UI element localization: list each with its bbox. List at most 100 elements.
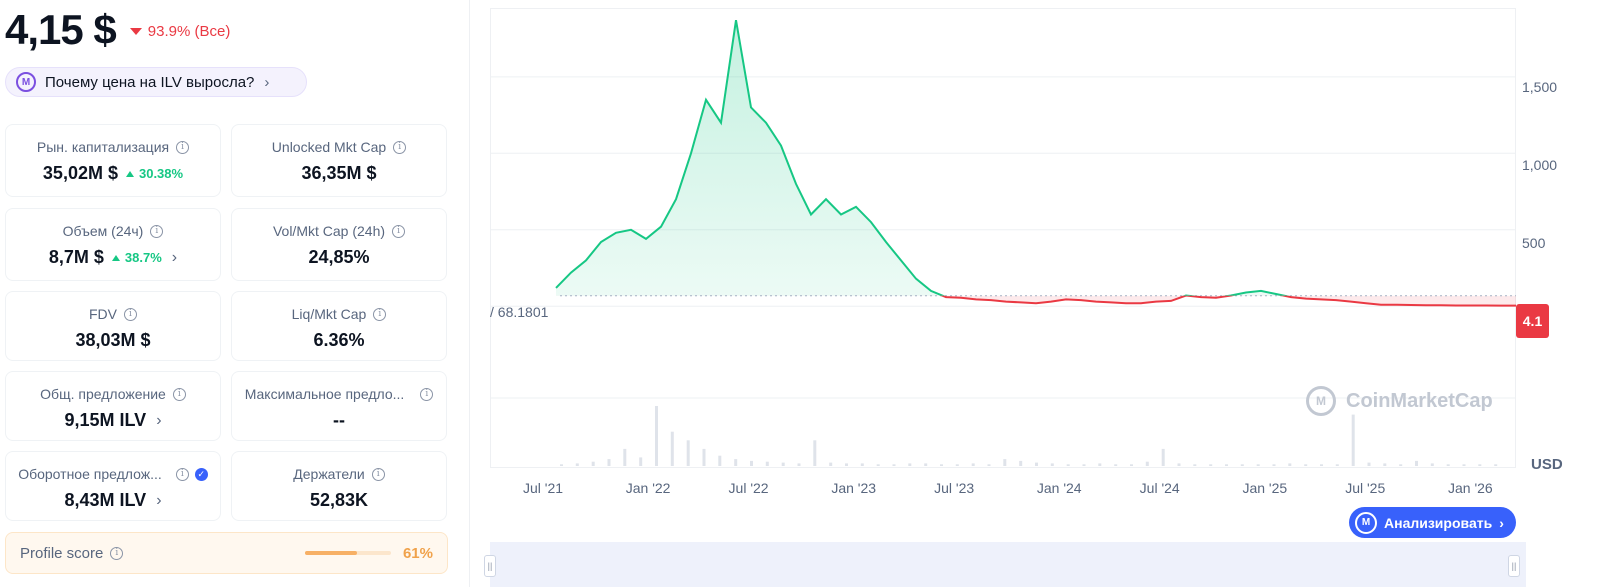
info-icon[interactable]: i — [371, 467, 385, 481]
volume-bar — [1050, 463, 1054, 466]
stat-total-supply[interactable]: Общ. предложение i 9,15M ILV › — [5, 371, 221, 441]
stat-change: 30.38% — [125, 166, 184, 181]
volume-bar — [1415, 460, 1418, 466]
info-icon[interactable]: i — [373, 307, 387, 321]
volume-bar — [1335, 464, 1339, 466]
info-icon[interactable]: i — [176, 140, 190, 154]
chevron-right-icon[interactable]: › — [156, 491, 162, 509]
info-icon[interactable]: i — [392, 224, 406, 238]
price-area-above — [556, 20, 1285, 296]
info-icon[interactable]: i — [393, 140, 407, 154]
volume-bar — [575, 463, 579, 466]
navigator-left-handle[interactable]: || — [484, 555, 496, 577]
volume-bar — [1256, 464, 1260, 466]
coinmarketcap-watermark: M CoinMarketCap — [1306, 386, 1493, 416]
stat-label: Vol/Mkt Cap (24h) — [272, 223, 386, 239]
volume-bar — [781, 462, 785, 466]
stat-label: Максимальное предло... — [244, 386, 405, 402]
stat-label: FDV — [89, 306, 117, 322]
volume-bar — [1240, 464, 1244, 466]
volume-bar — [1383, 463, 1387, 466]
stat-value: 6.36% — [313, 330, 365, 350]
info-icon[interactable]: i — [172, 387, 186, 401]
y-tick-label: 500 — [1522, 235, 1546, 251]
chart-navigator[interactable] — [490, 542, 1526, 587]
why-price-button[interactable]: M Почему цена на ILV выросла? › — [5, 67, 307, 97]
volume-bar — [1272, 464, 1276, 466]
navigator-right-handle[interactable]: || — [1508, 555, 1520, 577]
volume-bar — [876, 464, 880, 466]
volume-bar — [829, 462, 833, 466]
volume-bar — [639, 457, 643, 466]
stat-unlocked-mkt-cap: Unlocked Mkt Cap i 36,35M $ — [231, 124, 447, 197]
x-tick-label: Jul '22 — [728, 480, 769, 496]
info-icon[interactable]: i — [150, 224, 164, 238]
volume-bar — [607, 459, 611, 466]
chevron-right-icon[interactable]: › — [156, 411, 162, 429]
chevron-right-icon: › — [264, 73, 270, 91]
info-icon[interactable]: i — [420, 387, 434, 401]
volume-bar — [1145, 461, 1149, 466]
ai-sparkle-icon: M — [16, 72, 36, 92]
volume-bar — [924, 463, 928, 466]
stat-vol-mkt-cap: Vol/Mkt Cap (24h) i 24,85% — [231, 208, 447, 281]
volume-bar — [1304, 464, 1308, 466]
current-price: 4,15 $ — [5, 6, 117, 53]
stat-label: Общ. предложение — [40, 386, 166, 402]
x-tick-label: Jan '25 — [1242, 480, 1288, 496]
volume-bar — [1320, 464, 1323, 466]
volume-bar — [987, 464, 991, 466]
volume-bar — [1114, 464, 1118, 466]
chevron-right-icon: › — [1499, 514, 1504, 531]
volume-bar — [971, 463, 975, 466]
price-change: 93.9% (Все) — [129, 22, 231, 40]
stat-holders: Держатели i 52,83K — [231, 451, 447, 521]
info-icon[interactable]: i — [124, 307, 137, 321]
stat-label: Оборотное предлож... — [18, 466, 162, 482]
x-tick-label: Jan '23 — [831, 480, 877, 496]
stat-change-value: 30.38% — [138, 166, 184, 181]
analyze-button[interactable]: M Анализировать › — [1349, 507, 1516, 538]
stat-value: 52,83K — [309, 490, 369, 510]
stat-value: 9,15M ILV — [64, 410, 147, 430]
coinmarketcap-logo-icon: M — [1306, 386, 1336, 416]
volume-bar — [623, 448, 627, 466]
volume-bar — [1494, 464, 1498, 466]
stat-fdv: FDV i 38,03M $ — [5, 291, 221, 361]
x-tick-label: Jul '23 — [934, 480, 975, 496]
price-chart[interactable] — [490, 8, 1516, 468]
volume-bar — [1019, 460, 1023, 466]
volume-bar — [1478, 464, 1482, 466]
price-area-below — [556, 295, 1516, 306]
stat-value: 36,35M $ — [301, 163, 377, 183]
volume-bar — [797, 463, 801, 466]
volume-bar — [1066, 464, 1070, 466]
volume-bar — [1367, 462, 1371, 466]
price-change-value: 93.9% (Все) — [147, 22, 231, 40]
volume-bar — [813, 440, 817, 466]
volume-bar — [702, 448, 706, 466]
stat-value: 8,7M $ — [48, 247, 104, 267]
volume-bar — [1193, 464, 1197, 466]
triangle-up-icon — [111, 254, 120, 261]
profile-score-label: Profile score — [20, 544, 104, 562]
x-tick-label: Jul '24 — [1139, 480, 1180, 496]
chevron-right-icon[interactable]: › — [171, 248, 178, 266]
info-icon[interactable]: i — [175, 467, 189, 481]
stat-liq-mkt-cap: Liq/Mkt Cap i 6.36% — [231, 291, 447, 361]
stat-value: 35,02M $ — [42, 163, 118, 183]
stat-change: 38.7% — [111, 250, 162, 265]
verified-check-icon: ✓ — [194, 467, 208, 481]
x-tick-label: Jan '26 — [1448, 480, 1493, 496]
stat-change-value: 38.7% — [124, 250, 162, 265]
volume-bar — [1177, 463, 1181, 466]
profile-score[interactable]: Profile score i 61% — [5, 532, 448, 574]
profile-score-value: 61% — [402, 544, 433, 562]
volume-bar — [765, 461, 769, 466]
stat-label: Unlocked Mkt Cap — [271, 139, 387, 155]
stat-volume-24h[interactable]: Объем (24ч) i 8,7M $ 38.7% › — [5, 208, 221, 281]
y-tick-label: 1,500 — [1522, 79, 1558, 95]
info-icon[interactable]: i — [110, 546, 124, 560]
stat-circulating-supply[interactable]: Оборотное предлож... i ✓ 8,43M ILV › — [5, 451, 221, 521]
volume-bar — [860, 463, 864, 466]
